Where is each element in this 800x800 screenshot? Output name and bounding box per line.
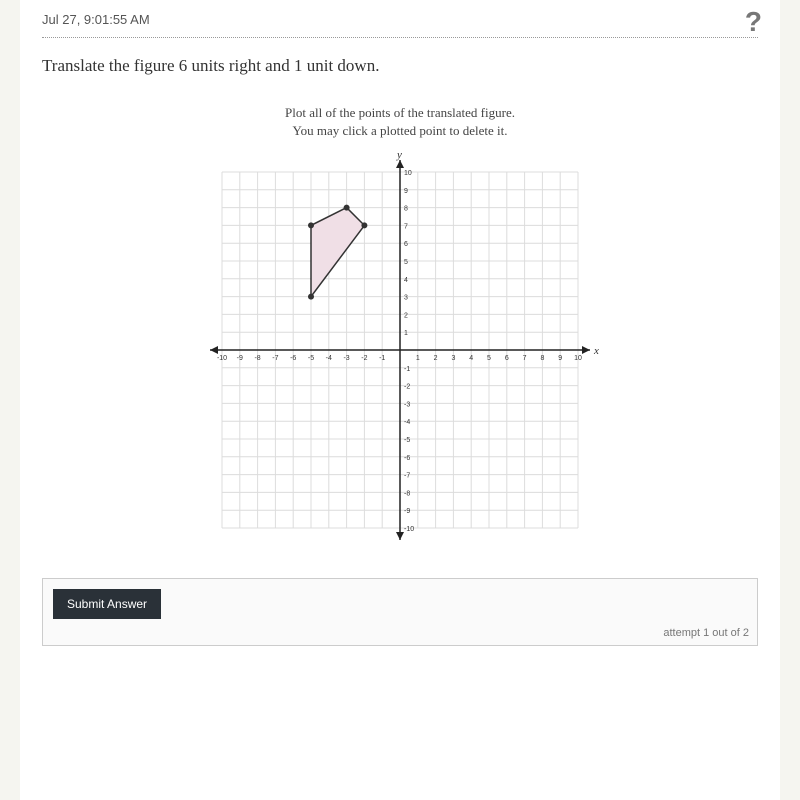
svg-text:-8: -8: [404, 491, 410, 498]
svg-text:1: 1: [404, 331, 408, 338]
svg-text:-4: -4: [326, 355, 332, 362]
divider: [42, 37, 758, 38]
svg-text:9: 9: [558, 355, 562, 362]
svg-text:2: 2: [434, 355, 438, 362]
svg-text:-3: -3: [343, 355, 349, 362]
answer-footer: Submit Answer attempt 1 out of 2: [42, 578, 758, 646]
svg-text:-2: -2: [404, 384, 410, 391]
svg-text:-9: -9: [237, 355, 243, 362]
submit-answer-button[interactable]: Submit Answer: [53, 589, 161, 619]
plot-instructions: Plot all of the points of the translated…: [42, 104, 758, 140]
svg-text:6: 6: [404, 242, 408, 249]
svg-text:3: 3: [451, 355, 455, 362]
svg-text:5: 5: [404, 259, 408, 266]
svg-text:-2: -2: [361, 355, 367, 362]
svg-text:9: 9: [404, 188, 408, 195]
svg-text:4: 4: [469, 355, 473, 362]
svg-text:-7: -7: [404, 473, 410, 480]
svg-text:6: 6: [505, 355, 509, 362]
svg-text:10: 10: [574, 355, 582, 362]
chart-container: -10 -9 -8 -7 -6 -5 -4 -3 -2 -1 1 2 3 4 5 6 7 8 9 10 -10 -9 -8 -…: [42, 150, 758, 550]
svg-text:-10: -10: [404, 526, 414, 533]
svg-text:5: 5: [487, 355, 491, 362]
svg-text:-7: -7: [272, 355, 278, 362]
instruction-line-1: Plot all of the points of the translated…: [285, 105, 515, 120]
attempt-counter: attempt 1 out of 2: [663, 627, 749, 639]
svg-text:-1: -1: [404, 366, 410, 373]
help-icon[interactable]: ?: [745, 6, 762, 38]
svg-text:-6: -6: [404, 455, 410, 462]
question-text: Translate the figure 6 units right and 1…: [42, 56, 758, 76]
svg-text:3: 3: [404, 295, 408, 302]
svg-text:7: 7: [523, 355, 527, 362]
coordinate-grid[interactable]: -10 -9 -8 -7 -6 -5 -4 -3 -2 -1 1 2 3 4 5 6 7 8 9 10 -10 -9 -8 -…: [200, 150, 600, 550]
svg-text:10: 10: [404, 170, 412, 177]
svg-text:-8: -8: [254, 355, 260, 362]
svg-text:-1: -1: [379, 355, 385, 362]
svg-text:-6: -6: [290, 355, 296, 362]
svg-text:-5: -5: [404, 437, 410, 444]
svg-text:1: 1: [416, 355, 420, 362]
problem-page: ? Jul 27, 9:01:55 AM Translate the figur…: [20, 0, 780, 800]
svg-text:7: 7: [404, 224, 408, 231]
svg-text:-4: -4: [404, 420, 410, 427]
svg-text:-5: -5: [308, 355, 314, 362]
timestamp: Jul 27, 9:01:55 AM: [42, 12, 758, 27]
svg-text:-9: -9: [404, 509, 410, 516]
svg-text:2: 2: [404, 313, 408, 320]
instruction-line-2: You may click a plotted point to delete …: [293, 123, 508, 138]
svg-text:4: 4: [404, 277, 408, 284]
svg-text:-10: -10: [217, 355, 227, 362]
svg-text:x: x: [593, 345, 599, 357]
svg-text:8: 8: [540, 355, 544, 362]
svg-text:y: y: [396, 150, 402, 161]
svg-text:8: 8: [404, 206, 408, 213]
svg-text:-3: -3: [404, 402, 410, 409]
